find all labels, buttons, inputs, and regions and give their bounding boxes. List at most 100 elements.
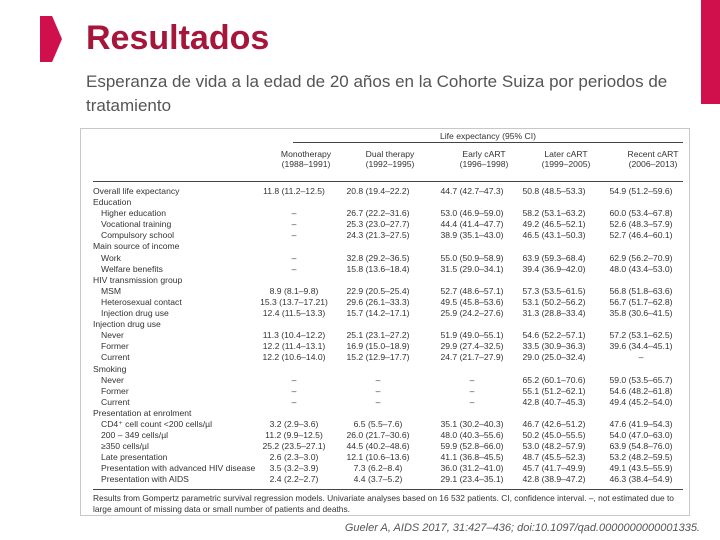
table-cell: 49.1 (43.5–55.9) bbox=[609, 463, 673, 474]
table-cell: 32.8 (29.2–36.5) bbox=[346, 252, 410, 263]
table-cell: 57.3 (53.5–61.5) bbox=[522, 285, 586, 296]
table-row: Heterosexual contact 15.3 (13.7–17.21) 29.… bbox=[93, 297, 683, 308]
column-header: Dual therapy (1992–1995) bbox=[365, 149, 415, 169]
table-cell: 47.6 (41.9–54.3) bbox=[609, 418, 673, 429]
row-label: Presentation at enrolment bbox=[93, 407, 192, 418]
table-cell: – bbox=[469, 385, 475, 396]
table-row: Work – 32.8 (29.2–36.5) 55.0 (50.9–58.9) 63.… bbox=[93, 253, 683, 264]
table-cell: 33.5 (30.9–36.3) bbox=[522, 341, 586, 352]
table-cell: 48.7 (45.5–52.3) bbox=[522, 452, 586, 463]
table-cell: 44.7 (42.7–47.3) bbox=[440, 186, 504, 196]
footer-rule bbox=[93, 489, 683, 490]
table-cell: 60.0 (53.4–67.8) bbox=[609, 208, 673, 219]
citation: Gueler A, AIDS 2017, 31:427–436; doi:10.… bbox=[344, 522, 700, 534]
table-row: Current – – – 42.8 (40.7–45.3) 49.4 (45.2–54.… bbox=[93, 397, 683, 408]
table-cell: 39.4 (36.9–42.0) bbox=[522, 263, 586, 274]
table-row: Presentation with advanced HIV disease 3.… bbox=[93, 463, 683, 474]
row-label: Welfare benefits bbox=[101, 263, 163, 274]
table-cell: 65.2 (60.1–70.6) bbox=[522, 374, 586, 385]
table-cell: 46.5 (43.1–50.3) bbox=[522, 230, 586, 241]
table-cell: 36.0 (31.2–41.0) bbox=[440, 463, 504, 474]
table-cell: 54.9 (51.2–59.6) bbox=[609, 186, 673, 196]
row-label: Current bbox=[101, 352, 130, 363]
header-rule bbox=[93, 181, 683, 182]
table-cell: 52.7 (46.4–60.1) bbox=[609, 230, 673, 241]
column-header: Recent cART (2006–2013) bbox=[627, 149, 679, 169]
table-cell: 12.2 (10.6–14.0) bbox=[262, 352, 326, 363]
table-cell: 53.2 (48.2–59.5) bbox=[609, 452, 673, 463]
table-cell: 46.3 (38.4–54.9) bbox=[609, 474, 673, 485]
table-footnote: Results from Gompertz parametric surviva… bbox=[93, 493, 674, 514]
table-cell: 49.5 (45.8–53.6) bbox=[440, 296, 504, 307]
table-cell: – bbox=[469, 374, 475, 385]
table-cell: 49.4 (45.2–54.0) bbox=[609, 396, 673, 407]
table-row: Late presentation 2.6 (2.3–3.0) 12.1 (10.6… bbox=[93, 452, 683, 463]
table-row: HIV transmission group bbox=[93, 275, 683, 286]
row-label: Education bbox=[93, 197, 132, 208]
table-cell: 2.4 (2.2–2.7) bbox=[269, 474, 319, 485]
row-label: Overall life expectancy bbox=[93, 186, 180, 196]
table-cell: 29.1 (23.4–35.1) bbox=[440, 474, 504, 485]
table-cell: – bbox=[638, 352, 644, 363]
table-cell: 48.0 (43.4–53.0) bbox=[609, 263, 673, 274]
table-cell: 31.5 (29.0–34.1) bbox=[440, 263, 504, 274]
table-cell: 42.8 (38.9–47.2) bbox=[522, 474, 586, 485]
table-cell: 24.3 (21.3–27.5) bbox=[346, 230, 410, 241]
table-cell: 44.4 (41.4–47.7) bbox=[440, 219, 504, 230]
table-row: CD4⁺ cell count <200 cells/µl 3.2 (2.9–3.… bbox=[93, 419, 683, 430]
slide-subtitle: Esperanza de vida a la edad de 20 años e… bbox=[86, 72, 668, 115]
table-row: Compulsory school – 24.3 (21.3–27.5) 38.9 (… bbox=[93, 230, 683, 241]
table-cell: 41.1 (36.8–45.5) bbox=[440, 452, 504, 463]
table-row: Smoking bbox=[93, 364, 683, 375]
table-cell: 25.2 (23.5–27.1) bbox=[262, 441, 326, 452]
table-cell: 6.5 (5.5–7.6) bbox=[353, 418, 403, 429]
column-header: Later cART (1999–2005) bbox=[541, 149, 591, 169]
table-cell: 25.9 (24.2–27.6) bbox=[440, 308, 504, 319]
table-cell: – bbox=[375, 396, 381, 407]
table-row: Former – – – 55.1 (51.2–62.1) 54.6 (48.2–61.8… bbox=[93, 386, 683, 397]
table-cell: 2.6 (2.3–3.0) bbox=[269, 452, 319, 463]
table-cell: – bbox=[469, 396, 475, 407]
row-label: HIV transmission group bbox=[93, 274, 183, 285]
table-cell: 12.2 (11.4–13.1) bbox=[262, 341, 326, 352]
table-cell: – bbox=[291, 396, 297, 407]
row-label: Presentation with advanced HIV disease bbox=[101, 463, 256, 474]
row-label: Current bbox=[101, 396, 130, 407]
table-row: MSM 8.9 (8.1–9.8) 22.9 (20.5–25.4) 52.7 (48… bbox=[93, 286, 683, 297]
table-cell: – bbox=[291, 230, 297, 241]
table-cell: 8.9 (8.1–9.8) bbox=[269, 285, 319, 296]
table-cell: 62.9 (56.2–70.9) bbox=[609, 252, 673, 263]
row-label: Heterosexual contact bbox=[101, 296, 182, 307]
table-cell: 11.8 (11.2–12.5) bbox=[263, 186, 325, 196]
table-cell: 31.3 (28.8–33.4) bbox=[522, 308, 586, 319]
table-cell: 56.7 (51.7–62.8) bbox=[609, 296, 673, 307]
table-row: Injection drug use 12.4 (11.5–13.3) 15.7 (… bbox=[93, 308, 683, 319]
table-cell: 38.9 (35.1–43.0) bbox=[440, 230, 504, 241]
row-label: Late presentation bbox=[101, 452, 168, 463]
table-cell: 45.7 (41.7–49.9) bbox=[522, 463, 586, 474]
title-accent-tab bbox=[40, 16, 62, 62]
table-cell: 55.0 (50.9–58.9) bbox=[440, 252, 504, 263]
table-cell: 53.1 (50.2–56.2) bbox=[522, 296, 586, 307]
row-label: Never bbox=[101, 374, 124, 385]
table-row: Education bbox=[93, 197, 683, 208]
table-row: Higher education – 26.7 (22.2–31.6) 53.0 (4… bbox=[93, 208, 683, 219]
table-cell: 59.9 (52.8–66.0) bbox=[440, 441, 504, 452]
column-header: Monotherapy (1988–1991) bbox=[280, 149, 332, 169]
table-cell: 35.8 (30.6–41.5) bbox=[609, 308, 673, 319]
table-row: Never 11.3 (10.4–12.2) 25.1 (23.1–27.2) 51.… bbox=[93, 330, 683, 341]
table-row: Main source of income bbox=[93, 241, 683, 252]
table-cell: 51.9 (49.0–55.1) bbox=[440, 330, 504, 341]
table-cell: 57.2 (53.1–62.5) bbox=[609, 330, 673, 341]
row-label: Injection drug use bbox=[93, 319, 161, 330]
row-label: 200 – 349 cells/µl bbox=[101, 430, 169, 441]
table-cell: 50.2 (45.0–55.5) bbox=[522, 430, 586, 441]
table-cell: – bbox=[375, 374, 381, 385]
table-row: Former 12.2 (11.4–13.1) 16.9 (15.0–18.9) 29… bbox=[93, 341, 683, 352]
table-cell: 53.0 (46.9–59.0) bbox=[440, 208, 504, 219]
row-label: ≥350 cells/µl bbox=[101, 441, 149, 452]
table-cell: 20.8 (19.4–22.2) bbox=[346, 186, 410, 196]
table-cell: 29.9 (27.4–32.5) bbox=[440, 341, 504, 352]
table-cell: 22.9 (20.5–25.4) bbox=[346, 285, 410, 296]
row-label: Injection drug use bbox=[101, 308, 169, 319]
